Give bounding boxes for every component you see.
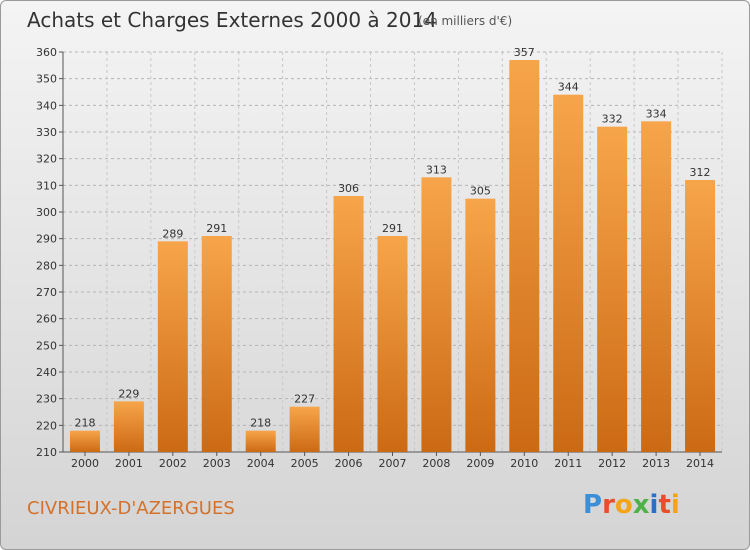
logo-letter: i (670, 490, 680, 520)
logo-letter: i (649, 490, 659, 520)
data-labels: 218 229 289 291 218 227 306 291 313 305 357 344 332 3… (74, 46, 710, 430)
logo-letter: r (602, 490, 615, 520)
x-tick-label: 2011 (554, 457, 582, 470)
data-label-2011: 344 (558, 81, 579, 94)
data-label-2014: 312 (690, 166, 711, 179)
bars (69, 60, 716, 453)
y-tick-label: 250 (36, 339, 57, 352)
data-label-2002: 289 (162, 227, 183, 240)
bar-2003 (201, 236, 232, 452)
proxiti-logo[interactable]: Proxiti (583, 490, 680, 520)
x-tick-label: 2014 (686, 457, 714, 470)
bar-2013 (641, 121, 672, 452)
y-tick-label: 340 (36, 99, 57, 112)
bar-2010 (509, 60, 540, 452)
data-label-2013: 334 (646, 107, 667, 120)
data-label-2003: 291 (206, 222, 227, 235)
x-tick-label: 2001 (115, 457, 143, 470)
y-tick-label: 320 (36, 153, 57, 166)
data-label-2005: 227 (294, 393, 315, 406)
x-tick-label: 2012 (598, 457, 626, 470)
bar-2011 (553, 94, 584, 453)
y-tick-label: 360 (36, 46, 57, 59)
x-tick-label: 2002 (159, 457, 187, 470)
y-tick-label: 290 (36, 233, 57, 246)
bar-2009 (465, 198, 496, 452)
axes: 210 220 230 240 250 260 270 280 290 300 310 320 330 3… (36, 46, 722, 470)
bar-2008 (421, 177, 452, 453)
bar-2014 (685, 180, 716, 452)
x-tick-label: 2008 (422, 457, 450, 470)
bar-2004 (245, 430, 276, 452)
data-label-2012: 332 (602, 113, 623, 126)
x-tick-label: 2003 (203, 457, 231, 470)
data-label-2000: 218 (74, 417, 95, 430)
x-tick-label: 2009 (466, 457, 494, 470)
logo-letter: P (583, 490, 603, 520)
x-tick-label: 2013 (642, 457, 670, 470)
logo-letter: x (632, 490, 650, 520)
x-tick-label: 2006 (335, 457, 363, 470)
y-tick-label: 260 (36, 313, 57, 326)
data-label-2006: 306 (338, 182, 359, 195)
y-tick-label: 310 (36, 179, 57, 192)
bar-2006 (333, 196, 364, 452)
logo-letter: t (658, 490, 671, 520)
bar-2012 (597, 126, 628, 453)
bar-2001 (113, 401, 144, 452)
bar-2000 (69, 430, 100, 452)
y-tick-label: 330 (36, 126, 57, 139)
logo-letter: o (614, 490, 633, 520)
y-tick-label: 210 (36, 446, 57, 459)
x-tick-label: 2004 (247, 457, 275, 470)
commune-name: CIVRIEUX-D'AZERGUES (27, 498, 235, 519)
chart-title: Achats et Charges Externes 2000 à 2014 (27, 8, 437, 32)
bar-2005 (289, 406, 320, 452)
y-tick-label: 220 (36, 419, 57, 432)
y-tick-label: 230 (36, 393, 57, 406)
x-tick-label: 2005 (291, 457, 319, 470)
data-label-2008: 313 (426, 163, 447, 176)
data-label-2010: 357 (514, 46, 535, 59)
y-tick-label: 270 (36, 286, 57, 299)
data-label-2001: 229 (118, 387, 139, 400)
y-tick-label: 240 (36, 366, 57, 379)
bar-2002 (157, 241, 188, 452)
data-label-2009: 305 (470, 185, 491, 198)
data-label-2004: 218 (250, 417, 271, 430)
data-label-2007: 291 (382, 222, 403, 235)
bar-2007 (377, 236, 408, 452)
y-tick-label: 280 (36, 259, 57, 272)
x-tick-label: 2007 (379, 457, 407, 470)
x-tick-label: 2000 (71, 457, 99, 470)
chart-unit-subtitle: (en milliers d'€) (418, 14, 513, 28)
y-tick-label: 300 (36, 206, 57, 219)
y-tick-label: 350 (36, 73, 57, 86)
x-tick-label: 2010 (510, 457, 538, 470)
